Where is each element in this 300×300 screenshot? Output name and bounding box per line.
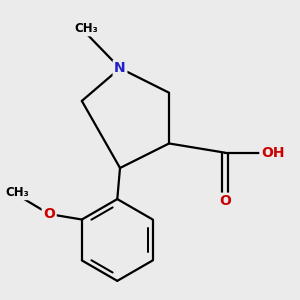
Text: OH: OH <box>261 146 284 160</box>
Text: N: N <box>114 61 126 75</box>
Text: O: O <box>43 207 55 221</box>
Text: CH₃: CH₃ <box>75 22 99 35</box>
Text: O: O <box>219 194 231 208</box>
Text: CH₃: CH₃ <box>6 186 29 199</box>
